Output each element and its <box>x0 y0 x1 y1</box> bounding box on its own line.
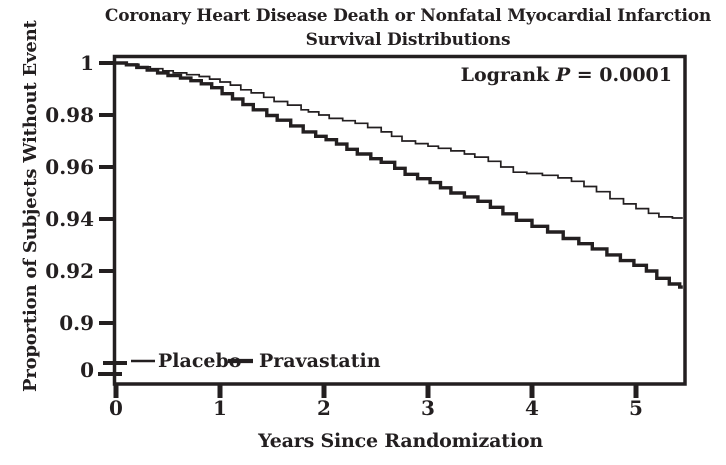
y-tick-label-09: 0.9 <box>59 311 94 335</box>
legend-label-pravastatin: Pravastatin <box>259 350 381 372</box>
y-tick-label-098: 0.98 <box>45 103 94 127</box>
chart-title-line1: Coronary Heart Disease Death or Nonfatal… <box>104 6 712 26</box>
y-tick-label-1: 1 <box>80 51 94 75</box>
chart-title: Coronary Heart Disease Death or Nonfatal… <box>90 4 726 52</box>
y-axis-ticks <box>99 61 115 325</box>
y-tick-label-094: 0.94 <box>45 207 94 231</box>
y-tick-label-092: 0.92 <box>45 259 94 283</box>
axis-break-marks <box>98 361 127 376</box>
logrank-annotation: Logrank P = 0.0001 <box>461 64 672 86</box>
y-tick-label-0: 0 <box>80 358 94 382</box>
x-tick-label-1: 1 <box>213 396 227 420</box>
placebo-curve <box>116 62 683 219</box>
x-axis-title: Years Since Randomization <box>258 430 543 452</box>
x-axis-ticks <box>113 384 639 398</box>
x-tick-label-2: 2 <box>317 396 331 420</box>
logrank-value: = 0.0001 <box>570 64 672 86</box>
x-tick-label-0: 0 <box>109 396 123 420</box>
plot-frame <box>112 54 687 386</box>
logrank-prefix: Logrank <box>460 64 556 86</box>
logrank-p-symbol: P <box>555 64 571 86</box>
legend-label-placebo: Placebo <box>158 350 242 372</box>
chart-title-line2: Survival Distributions <box>305 30 511 50</box>
x-tick-label-3: 3 <box>421 396 435 420</box>
pravastatin-curve <box>116 61 683 289</box>
x-tick-label-5: 5 <box>629 396 643 420</box>
y-tick-label-096: 0.96 <box>45 155 94 179</box>
x-tick-label-4: 4 <box>525 396 539 420</box>
